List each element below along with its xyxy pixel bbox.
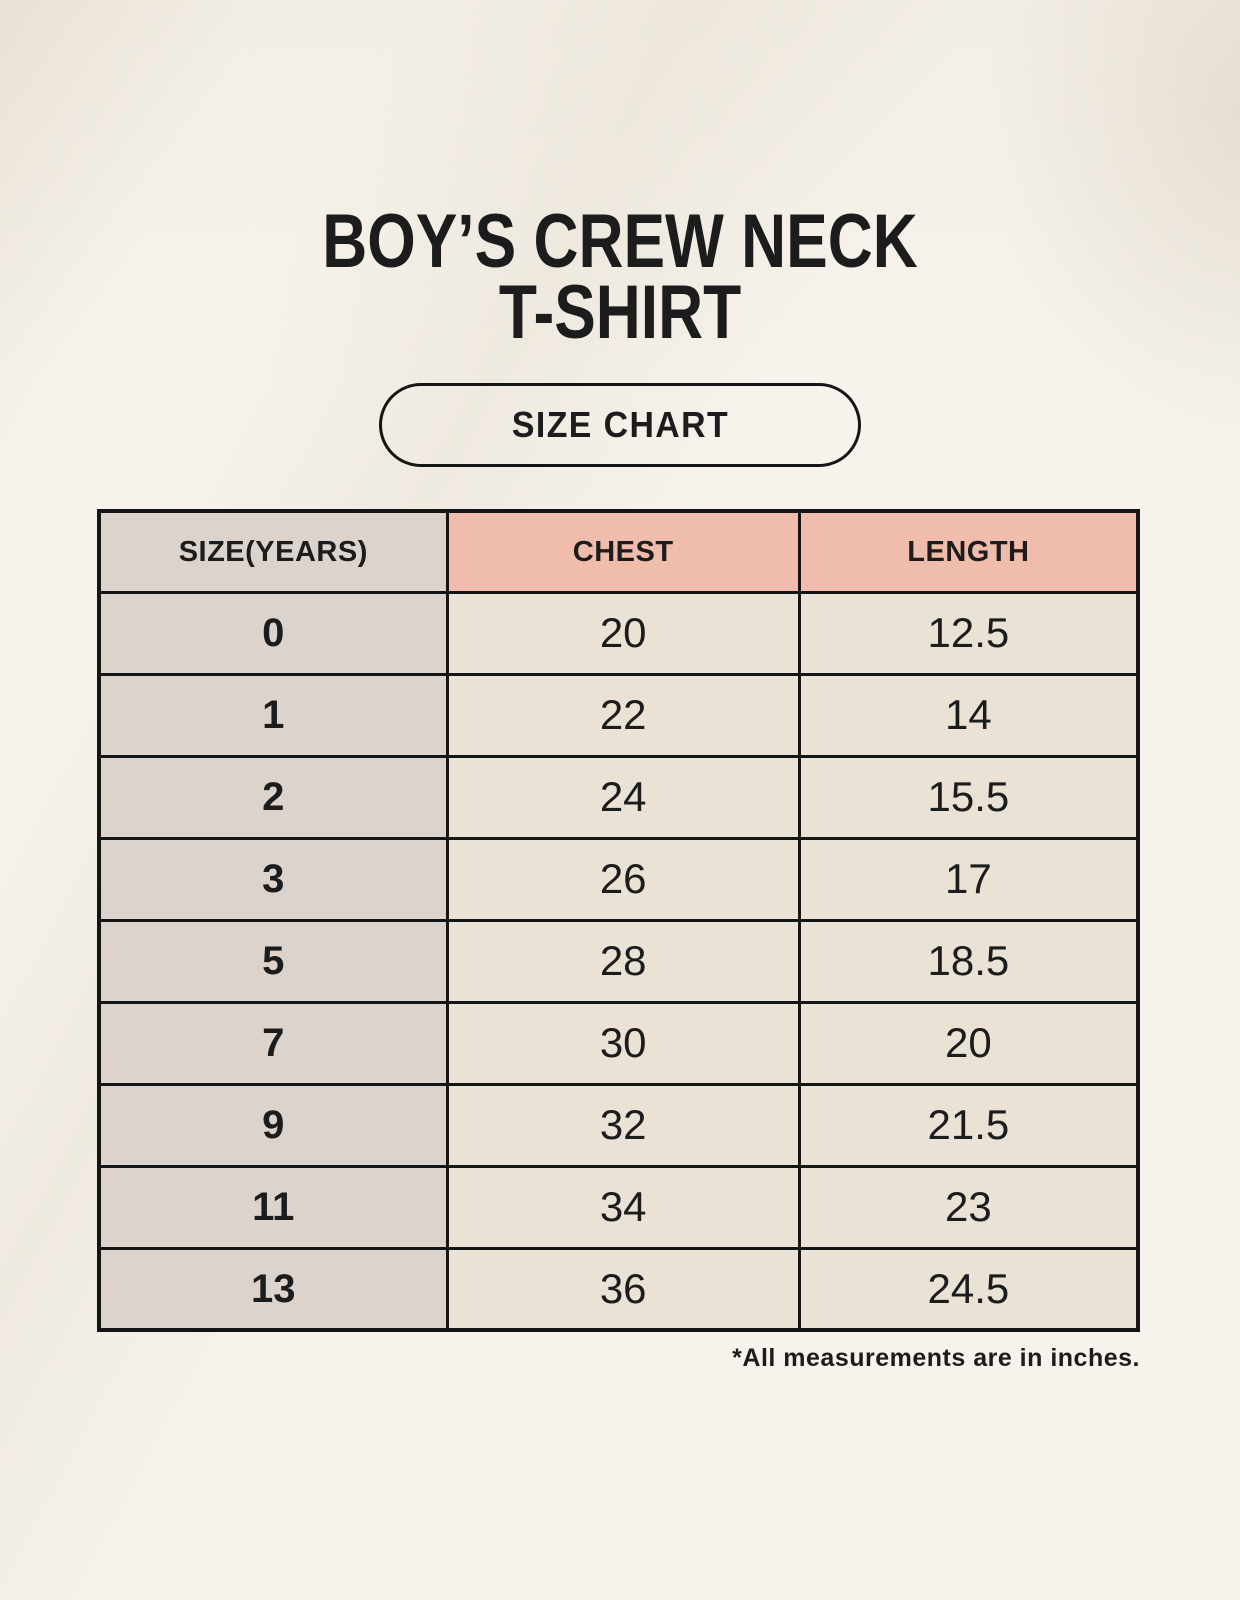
length-cell: 14 bbox=[797, 672, 1140, 758]
table-row: 3 26 17 bbox=[97, 836, 1140, 922]
length-cell: 24.5 bbox=[797, 1246, 1140, 1332]
length-cell: 15.5 bbox=[797, 754, 1140, 840]
table-row: 13 36 24.5 bbox=[97, 1246, 1140, 1332]
length-cell: 23 bbox=[797, 1164, 1140, 1250]
measurements-note: *All measurements are in inches. bbox=[732, 1344, 1140, 1373]
table-row: 11 34 23 bbox=[97, 1164, 1140, 1250]
table-header-row: SIZE(YEARS) CHEST LENGTH bbox=[97, 509, 1140, 594]
size-cell: 3 bbox=[97, 836, 449, 922]
header-length: LENGTH bbox=[797, 509, 1140, 594]
size-chart-badge: SIZE CHART bbox=[379, 383, 861, 468]
size-cell: 2 bbox=[97, 754, 449, 840]
header-size-years: SIZE(YEARS) bbox=[97, 509, 449, 594]
chest-cell: 34 bbox=[445, 1164, 801, 1250]
title-line-2: T-SHIRT bbox=[498, 269, 742, 355]
size-chart-table: SIZE(YEARS) CHEST LENGTH 0 20 12.5 1 22 … bbox=[97, 509, 1140, 1333]
length-cell: 17 bbox=[797, 836, 1140, 922]
table-row: 0 20 12.5 bbox=[97, 590, 1140, 676]
size-table-body: 0 20 12.5 1 22 14 2 24 15.5 3 26 17 5 28… bbox=[97, 590, 1140, 1332]
size-cell: 13 bbox=[97, 1246, 449, 1332]
chest-cell: 36 bbox=[445, 1246, 801, 1332]
length-cell: 20 bbox=[797, 1000, 1140, 1086]
table-row: 1 22 14 bbox=[97, 672, 1140, 758]
size-cell: 0 bbox=[97, 590, 449, 676]
size-cell: 7 bbox=[97, 1000, 449, 1086]
chest-cell: 22 bbox=[445, 672, 801, 758]
length-cell: 18.5 bbox=[797, 918, 1140, 1004]
page-title: BOY’S CREW NECK T-SHIRT bbox=[0, 199, 1240, 355]
chest-cell: 28 bbox=[445, 918, 801, 1004]
size-cell: 1 bbox=[97, 672, 449, 758]
title-line-1: BOY’S CREW NECK bbox=[322, 199, 918, 284]
table-row: 7 30 20 bbox=[97, 1000, 1140, 1086]
chest-cell: 26 bbox=[445, 836, 801, 922]
table-row: 2 24 15.5 bbox=[97, 754, 1140, 840]
length-cell: 12.5 bbox=[797, 590, 1140, 676]
size-cell: 9 bbox=[97, 1082, 449, 1168]
size-chart-badge-label: SIZE CHART bbox=[511, 404, 729, 446]
title-block: BOY’S CREW NECK T-SHIRT bbox=[0, 0, 1240, 355]
chest-cell: 30 bbox=[445, 1000, 801, 1086]
length-cell: 21.5 bbox=[797, 1082, 1140, 1168]
chest-cell: 24 bbox=[445, 754, 801, 840]
table-row: 9 32 21.5 bbox=[97, 1082, 1140, 1168]
size-cell: 5 bbox=[97, 918, 449, 1004]
chest-cell: 32 bbox=[445, 1082, 801, 1168]
chest-cell: 20 bbox=[445, 590, 801, 676]
header-chest: CHEST bbox=[445, 509, 801, 594]
size-cell: 11 bbox=[97, 1164, 449, 1250]
table-row: 5 28 18.5 bbox=[97, 918, 1140, 1004]
